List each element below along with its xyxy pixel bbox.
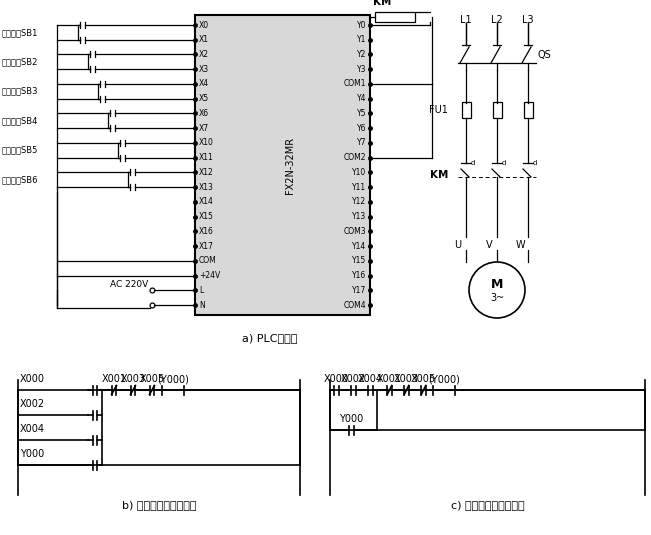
Text: X002: X002 <box>341 374 366 384</box>
Text: X3: X3 <box>199 65 209 74</box>
Text: X003: X003 <box>120 374 146 384</box>
Text: X16: X16 <box>199 227 214 236</box>
Text: X17: X17 <box>199 242 214 250</box>
Text: X001: X001 <box>102 374 126 384</box>
Text: COM1: COM1 <box>344 79 366 88</box>
Text: Y0: Y0 <box>357 20 366 29</box>
Text: X000: X000 <box>324 374 349 384</box>
Text: FX2N-32MR: FX2N-32MR <box>286 136 296 194</box>
Text: X2: X2 <box>199 50 209 59</box>
Text: Y12: Y12 <box>352 197 366 207</box>
Text: X004: X004 <box>20 424 45 434</box>
Text: 丙地起动SB5: 丙地起动SB5 <box>2 146 38 155</box>
Text: Y13: Y13 <box>352 212 366 221</box>
Text: X5: X5 <box>199 94 209 103</box>
Text: X005: X005 <box>411 374 436 384</box>
Text: FU1: FU1 <box>429 105 448 115</box>
Text: X002: X002 <box>20 399 45 409</box>
Text: X005: X005 <box>139 374 165 384</box>
Text: X7: X7 <box>199 124 209 133</box>
Text: X001: X001 <box>377 374 402 384</box>
Text: Y3: Y3 <box>357 65 366 74</box>
Text: X10: X10 <box>199 139 214 148</box>
Text: COM4: COM4 <box>343 301 366 310</box>
Text: Y15: Y15 <box>352 256 366 265</box>
Bar <box>462 102 471 118</box>
Text: 乙地停止SB4: 乙地停止SB4 <box>2 116 38 125</box>
Text: X4: X4 <box>199 79 209 88</box>
Text: X11: X11 <box>199 153 214 162</box>
Text: +24V: +24V <box>199 271 220 280</box>
Text: 3~: 3~ <box>490 293 504 303</box>
Text: 乙地起动SB3: 乙地起动SB3 <box>2 87 38 96</box>
Text: X1: X1 <box>199 35 209 44</box>
Text: X15: X15 <box>199 212 214 221</box>
Text: a) PLC接线图: a) PLC接线图 <box>242 333 298 343</box>
Text: COM2: COM2 <box>344 153 366 162</box>
Text: KM: KM <box>430 170 448 180</box>
Text: d: d <box>502 160 506 166</box>
Text: COM: COM <box>199 256 217 265</box>
Text: Y4: Y4 <box>357 94 366 103</box>
Text: X003: X003 <box>394 374 419 384</box>
Text: 甲地起动SB1: 甲地起动SB1 <box>2 28 38 37</box>
Text: Y2: Y2 <box>357 50 366 59</box>
Text: M: M <box>491 279 503 292</box>
Text: d: d <box>533 160 537 166</box>
Text: X0: X0 <box>199 20 209 29</box>
Text: c) 多人多地控制梯形图: c) 多人多地控制梯形图 <box>450 500 524 510</box>
Bar <box>493 102 501 118</box>
Text: X12: X12 <box>199 168 214 177</box>
Text: Y14: Y14 <box>352 242 366 250</box>
Text: N: N <box>199 301 205 310</box>
Text: Y000: Y000 <box>339 414 364 424</box>
Text: L: L <box>199 286 203 295</box>
Text: Y17: Y17 <box>352 286 366 295</box>
Bar <box>523 102 533 118</box>
Circle shape <box>469 262 525 318</box>
Text: U: U <box>454 240 462 250</box>
Text: Y1: Y1 <box>357 35 366 44</box>
Text: Y000: Y000 <box>20 449 44 459</box>
Text: COM3: COM3 <box>343 227 366 236</box>
Text: Y7: Y7 <box>357 139 366 148</box>
Text: Y5: Y5 <box>357 109 366 118</box>
Bar <box>195 15 370 315</box>
Text: AC 220V: AC 220V <box>110 280 148 289</box>
Text: X14: X14 <box>199 197 214 207</box>
Text: X004: X004 <box>358 374 383 384</box>
Text: QS: QS <box>538 50 552 60</box>
Text: d: d <box>471 160 475 166</box>
Text: V: V <box>486 240 492 250</box>
Text: W: W <box>515 240 525 250</box>
Text: Y6: Y6 <box>357 124 366 133</box>
Text: (Y000): (Y000) <box>157 374 189 384</box>
Bar <box>375 12 415 22</box>
Text: Y10: Y10 <box>352 168 366 177</box>
Text: X6: X6 <box>199 109 209 118</box>
Text: KM: KM <box>373 0 391 7</box>
Text: L1: L1 <box>460 15 472 25</box>
Text: L2: L2 <box>491 15 503 25</box>
Text: X000: X000 <box>20 374 45 384</box>
Text: b) 单人多地控制梯形图: b) 单人多地控制梯形图 <box>122 500 196 510</box>
Text: (Y000): (Y000) <box>428 374 460 384</box>
Text: 甲地停止SB2: 甲地停止SB2 <box>2 57 38 66</box>
Text: Y16: Y16 <box>352 271 366 280</box>
Text: X13: X13 <box>199 182 214 192</box>
Text: L3: L3 <box>522 15 534 25</box>
Text: Y11: Y11 <box>352 182 366 192</box>
Text: 丙地停止SB6: 丙地停止SB6 <box>2 175 38 184</box>
